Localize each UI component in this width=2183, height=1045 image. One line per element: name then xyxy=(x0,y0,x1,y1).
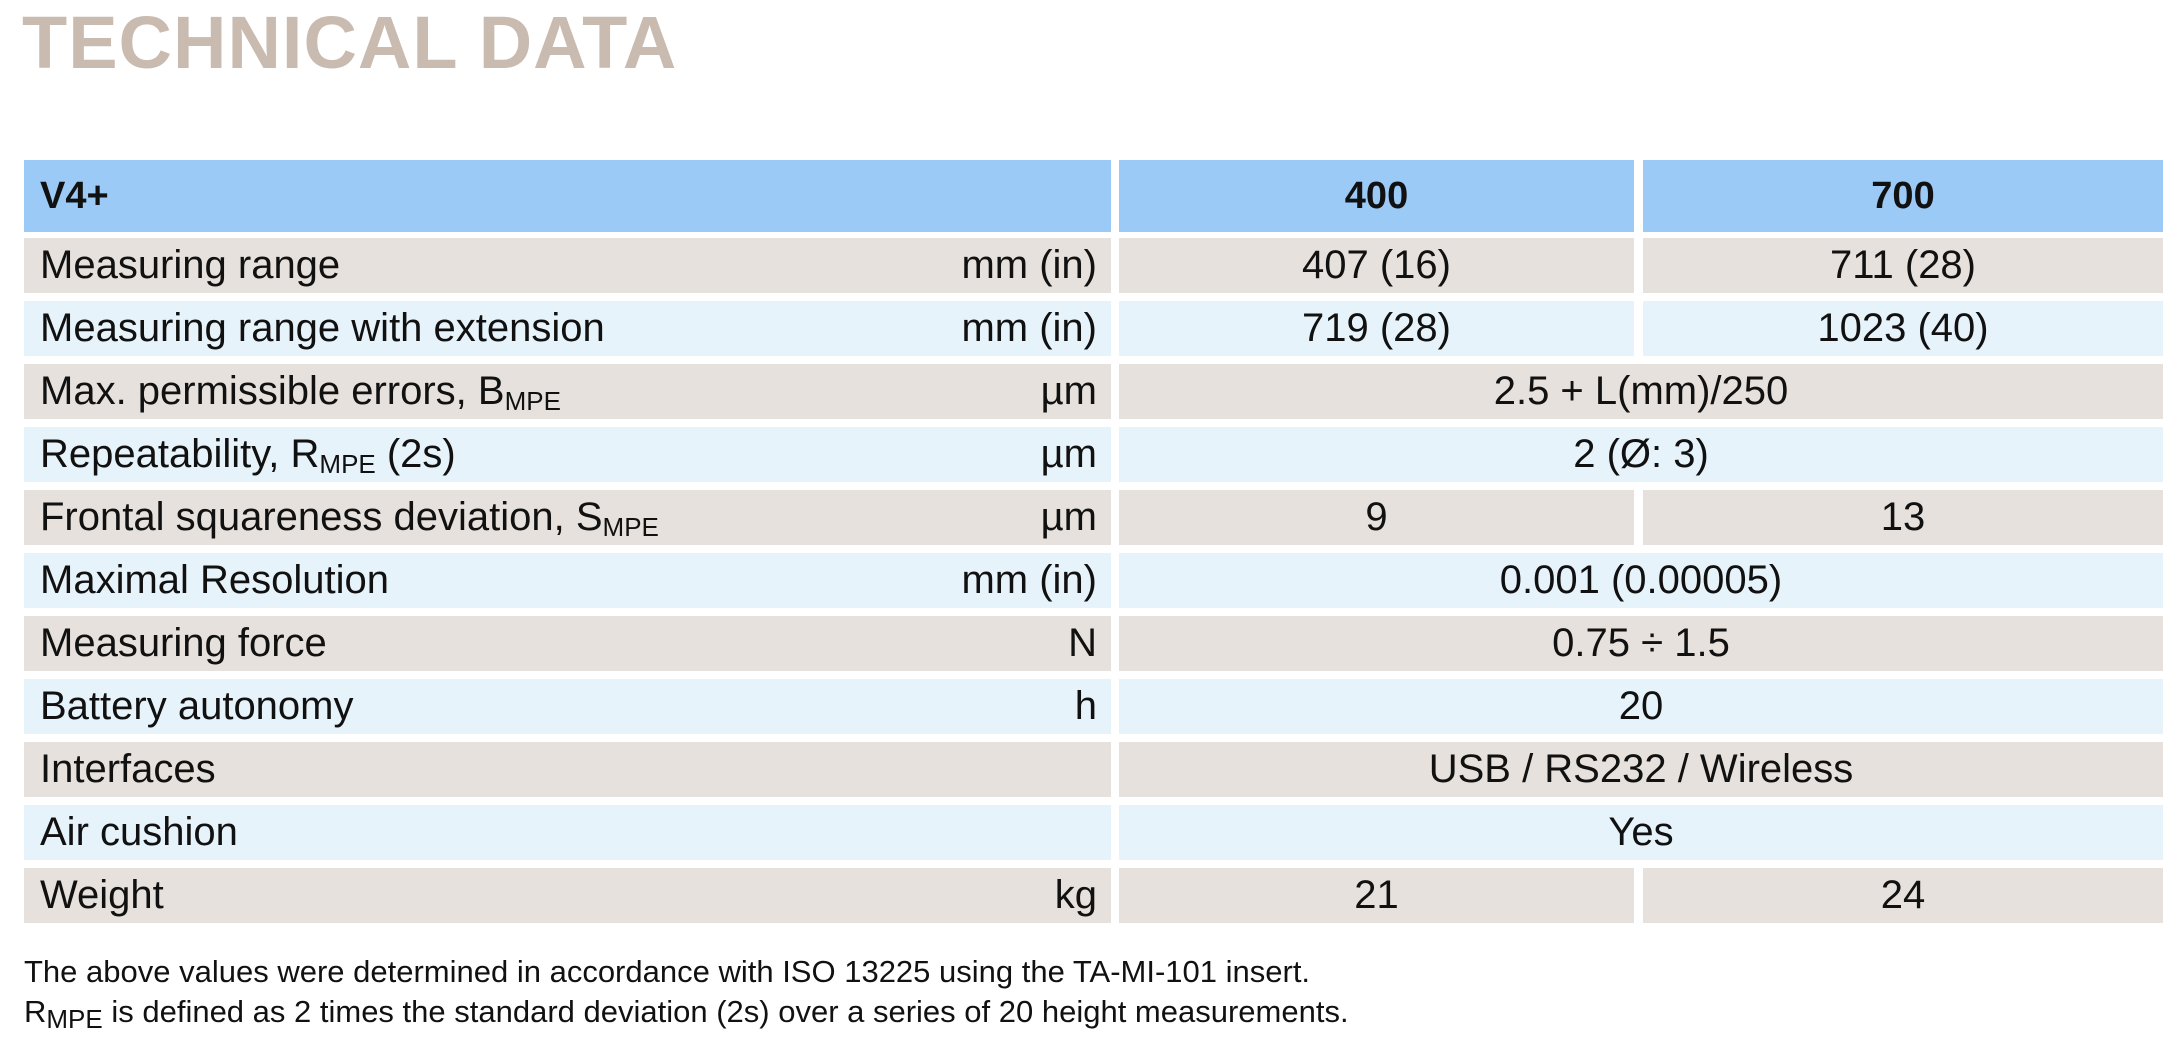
value: 711 (28) xyxy=(1643,238,2163,293)
table-row: Interfaces USB / RS232 / Wireless xyxy=(24,742,2163,797)
subscript: MPE xyxy=(504,386,561,416)
value: USB / RS232 / Wireless xyxy=(1119,742,2163,797)
unit: mm (in) xyxy=(961,558,1097,602)
value: 20 xyxy=(1119,679,2163,734)
row-label: Weight xyxy=(40,873,164,918)
value: 1023 (40) xyxy=(1643,301,2163,356)
table-row: Measuring range with extension mm (in) 719… xyxy=(24,301,2163,356)
row-label-cell: Measuring force N xyxy=(24,616,1111,671)
table-row: Measuring force N 0.75 ÷ 1.5 xyxy=(24,616,2163,671)
value: 2.5 + L(mm)/250 xyxy=(1119,364,2163,419)
row-label-cell: Maximal Resolution mm (in) xyxy=(24,553,1111,608)
unit: kg xyxy=(1054,873,1097,917)
unit: N xyxy=(1068,621,1097,665)
text: Frontal squareness deviation, S xyxy=(40,495,603,539)
value: 13 xyxy=(1643,490,2163,545)
table-row: Weight kg 21 24 xyxy=(24,868,2163,923)
text: Air cushion xyxy=(40,810,238,854)
text: (2s) xyxy=(375,432,456,476)
unit: µm xyxy=(1040,369,1097,413)
row-label: Max. permissible errors, BMPE xyxy=(40,369,561,414)
row-label: Battery autonomy xyxy=(40,684,354,729)
table-row: Max. permissible errors, BMPE µm 2.5 + L(m… xyxy=(24,364,2163,419)
row-label-cell: Battery autonomy h xyxy=(24,679,1111,734)
text: Measuring range with extension xyxy=(40,306,605,350)
column-header: 700 xyxy=(1643,160,2163,232)
row-label-cell: Weight kg xyxy=(24,868,1111,923)
page-title: TECHNICAL DATA xyxy=(22,1,678,84)
row-label: Maximal Resolution xyxy=(40,558,389,603)
text: Max. permissible errors, B xyxy=(40,369,505,413)
row-label-cell: Measuring range mm (in) xyxy=(24,238,1111,293)
text: Measuring range xyxy=(40,243,341,287)
spec-table: V4+ 400 700 Measuring range mm (in) 407 (16) 7… xyxy=(24,160,2163,931)
header-row: V4+ 400 700 xyxy=(24,160,2163,232)
value: Yes xyxy=(1119,805,2163,860)
table-row: Air cushion Yes xyxy=(24,805,2163,860)
row-label: Measuring force xyxy=(40,621,327,666)
footnotes: The above values were determined in acco… xyxy=(24,952,1349,1032)
row-label: Measuring range xyxy=(40,243,340,288)
row-label: Measuring range with extension xyxy=(40,306,605,351)
row-label-cell: Frontal squareness deviation, SMPE µm xyxy=(24,490,1111,545)
text: R xyxy=(24,994,47,1029)
table-row: Frontal squareness deviation, SMPE µm 9 13 xyxy=(24,490,2163,545)
value: 0.75 ÷ 1.5 xyxy=(1119,616,2163,671)
text: Battery autonomy xyxy=(40,684,354,728)
footnote: RMPE is defined as 2 times the standard … xyxy=(24,992,1349,1032)
text: Weight xyxy=(40,873,164,917)
table-row: Measuring range mm (in) 407 (16) 711 (28) xyxy=(24,238,2163,293)
row-label-cell: Interfaces xyxy=(24,742,1111,797)
column-header: 400 xyxy=(1119,160,1634,232)
row-label: Air cushion xyxy=(40,810,238,855)
unit: µm xyxy=(1040,495,1097,539)
text: The above values were determined in acco… xyxy=(24,954,1311,989)
value: 21 xyxy=(1119,868,1634,923)
row-label: Repeatability, RMPE (2s) xyxy=(40,432,456,477)
value: 24 xyxy=(1643,868,2163,923)
value: 9 xyxy=(1119,490,1634,545)
table-row: Repeatability, RMPE (2s) µm 2 (Ø: 3) xyxy=(24,427,2163,482)
unit: mm (in) xyxy=(961,243,1097,287)
value: 719 (28) xyxy=(1119,301,1634,356)
model-name: V4+ xyxy=(24,160,1111,232)
unit: h xyxy=(1074,684,1097,728)
row-label-cell: Air cushion xyxy=(24,805,1111,860)
row-label: Interfaces xyxy=(40,747,216,792)
table-row: Maximal Resolution mm (in) 0.001 (0.00005) xyxy=(24,553,2163,608)
table-row: Battery autonomy h 20 xyxy=(24,679,2163,734)
row-label-cell: Repeatability, RMPE (2s) µm xyxy=(24,427,1111,482)
subscript: MPE xyxy=(602,512,659,542)
unit: µm xyxy=(1040,432,1097,476)
value: 407 (16) xyxy=(1119,238,1634,293)
text: is defined as 2 times the standard devia… xyxy=(102,994,1349,1029)
footnote: The above values were determined in acco… xyxy=(24,952,1349,992)
value: 0.001 (0.00005) xyxy=(1119,553,2163,608)
value: 2 (Ø: 3) xyxy=(1119,427,2163,482)
text: Maximal Resolution xyxy=(40,558,390,602)
text: Measuring force xyxy=(40,621,327,665)
row-label: Frontal squareness deviation, SMPE xyxy=(40,495,659,540)
text: Repeatability, R xyxy=(40,432,320,476)
subscript: MPE xyxy=(319,449,376,479)
unit: mm (in) xyxy=(961,306,1097,350)
text: Interfaces xyxy=(40,747,216,791)
subscript: MPE xyxy=(46,1004,103,1034)
row-label-cell: Measuring range with extension mm (in) xyxy=(24,301,1111,356)
row-label-cell: Max. permissible errors, BMPE µm xyxy=(24,364,1111,419)
